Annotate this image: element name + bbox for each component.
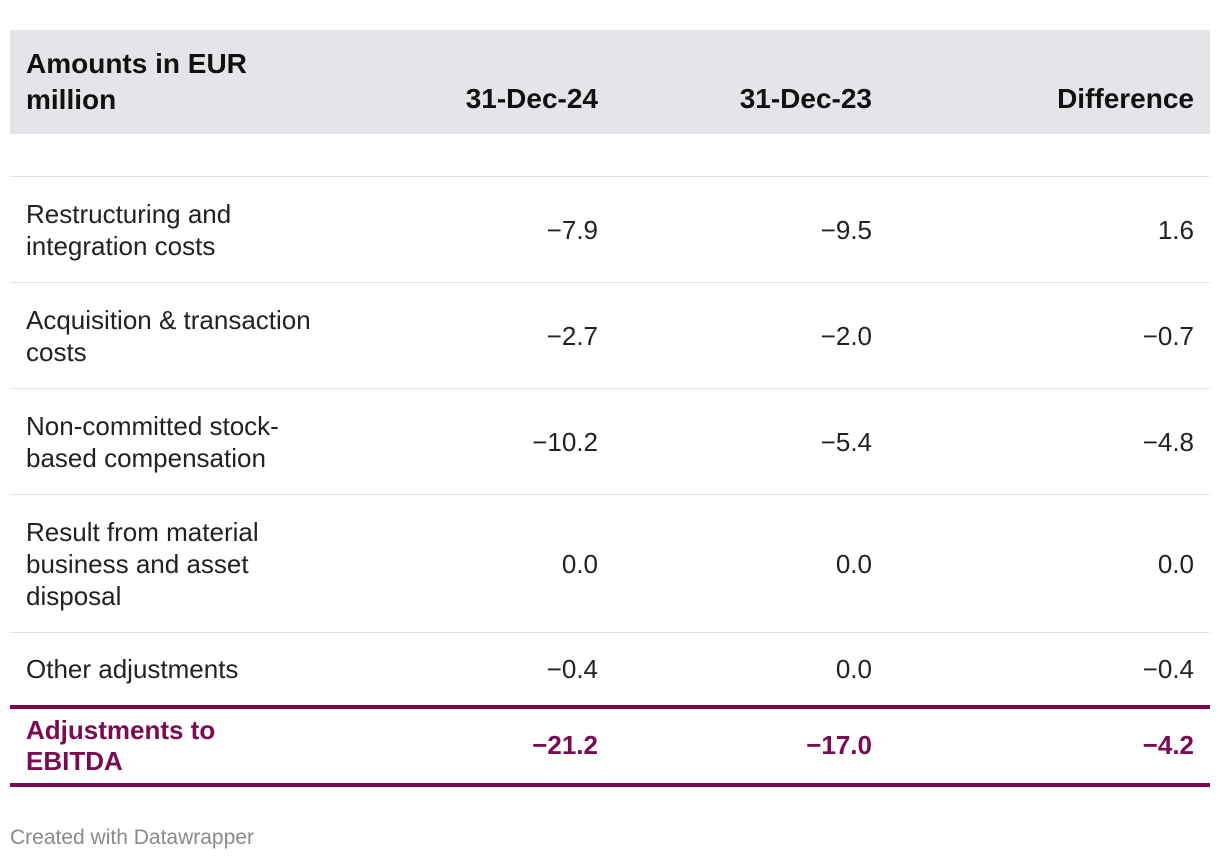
table-row: Acquisition & transaction costs −2.7 −2.… bbox=[10, 282, 1210, 389]
cell-dec-24: −0.4 bbox=[330, 632, 614, 707]
cell-dec-23: 0.0 bbox=[614, 494, 888, 633]
cell-difference: −4.8 bbox=[888, 388, 1210, 495]
total-row: Adjustments to EBITDA −21.2 −17.0 −4.2 bbox=[10, 704, 1210, 787]
cell-difference: 1.6 bbox=[888, 176, 1210, 283]
table-row: Restructuring and integration costs −7.9… bbox=[10, 176, 1210, 283]
row-label: Result from material business and asset … bbox=[10, 494, 330, 633]
spacer-cell bbox=[10, 134, 1210, 177]
total-difference: −4.2 bbox=[888, 704, 1210, 787]
header-difference[interactable]: Difference bbox=[1057, 83, 1194, 114]
cell-difference: −0.4 bbox=[888, 632, 1210, 707]
cell-dec-24: −7.9 bbox=[330, 176, 614, 283]
header-dec-24[interactable]: 31-Dec-24 bbox=[465, 83, 598, 114]
row-label: Restructuring and integration costs bbox=[10, 176, 330, 283]
total-dec-23: −17.0 bbox=[614, 704, 888, 787]
cell-dec-24: −10.2 bbox=[330, 388, 614, 495]
total-dec-24: −21.2 bbox=[330, 704, 614, 787]
row-label: Acquisition & transaction costs bbox=[10, 282, 330, 389]
row-label: Non-committed stock-based compensation bbox=[10, 388, 330, 495]
row-label: Other adjustments bbox=[10, 632, 330, 707]
cell-difference: −0.7 bbox=[888, 282, 1210, 389]
cell-dec-24: 0.0 bbox=[330, 494, 614, 633]
total-label: Adjustments to EBITDA bbox=[10, 704, 330, 787]
adjustments-table: Amounts in EUR million 31-Dec-24 31-Dec-… bbox=[10, 30, 1210, 787]
table-row: Other adjustments −0.4 0.0 −0.4 bbox=[10, 632, 1210, 707]
cell-dec-23: −5.4 bbox=[614, 388, 888, 495]
cell-dec-23: −2.0 bbox=[614, 282, 888, 389]
header-spacer-row bbox=[10, 134, 1210, 177]
table-row: Result from material business and asset … bbox=[10, 494, 1210, 633]
header-dec-23[interactable]: 31-Dec-23 bbox=[739, 83, 872, 114]
datawrapper-credit[interactable]: Created with Datawrapper bbox=[10, 826, 254, 849]
data-table-container: Amounts in EUR million 31-Dec-24 31-Dec-… bbox=[10, 30, 1210, 787]
table-row: Non-committed stock-based compensation −… bbox=[10, 388, 1210, 495]
cell-dec-23: −9.5 bbox=[614, 176, 888, 283]
header-amounts-label[interactable]: Amounts in EUR million bbox=[26, 48, 247, 115]
cell-dec-23: 0.0 bbox=[614, 632, 888, 707]
cell-difference: 0.0 bbox=[888, 494, 1210, 633]
table-header-row: Amounts in EUR million 31-Dec-24 31-Dec-… bbox=[10, 30, 1210, 134]
cell-dec-24: −2.7 bbox=[330, 282, 614, 389]
